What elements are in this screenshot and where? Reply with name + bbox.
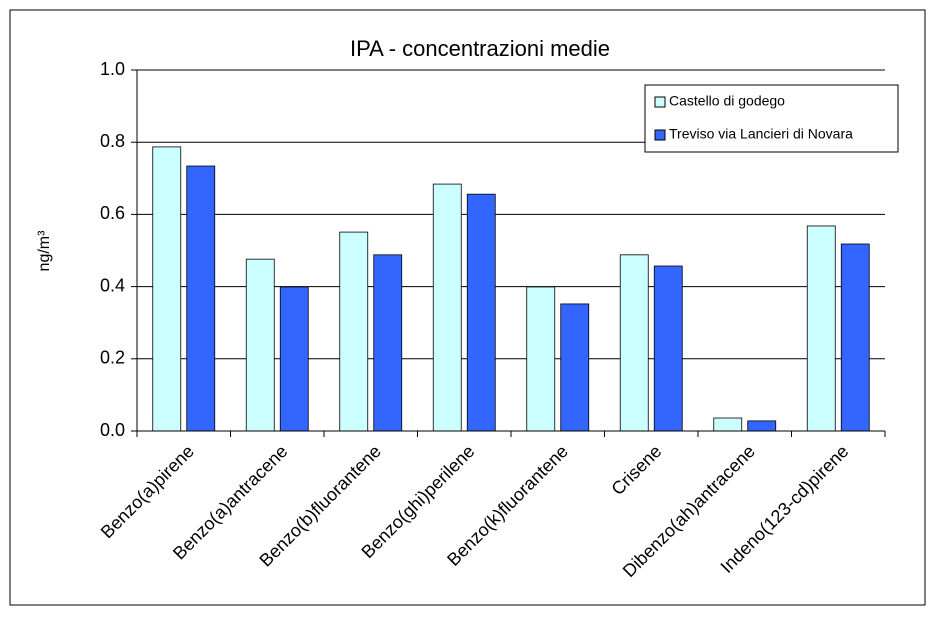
bar	[373, 254, 403, 432]
y-tick-label: 0.2	[100, 348, 125, 368]
bar	[713, 417, 743, 432]
bar	[186, 165, 216, 432]
bar	[339, 231, 369, 432]
bar	[840, 243, 870, 432]
y-tick-label: 0.8	[100, 131, 125, 151]
bar	[526, 286, 556, 432]
bar	[152, 146, 182, 432]
y-axis-label: ng/m³	[36, 230, 53, 272]
bar	[806, 225, 836, 432]
y-tick-label: 0.0	[100, 420, 125, 440]
y-tick-label: 0.6	[100, 203, 125, 223]
y-tick-label: 0.4	[100, 275, 125, 295]
legend-box	[644, 84, 899, 153]
bar	[432, 183, 462, 432]
bar	[653, 265, 683, 432]
bar	[466, 193, 496, 432]
bar	[560, 303, 590, 432]
chart-title: IPA - concentrazioni medie	[350, 36, 610, 61]
legend-label: Castello di godego	[669, 93, 785, 109]
bar	[279, 286, 309, 432]
legend-swatch	[654, 96, 666, 108]
bar	[619, 254, 649, 432]
legend-swatch	[654, 129, 666, 141]
legend-label: Treviso via Lancieri di Novara	[669, 126, 853, 142]
bar	[747, 420, 777, 432]
y-tick-label: 1.0	[100, 59, 125, 79]
bar	[245, 258, 275, 432]
